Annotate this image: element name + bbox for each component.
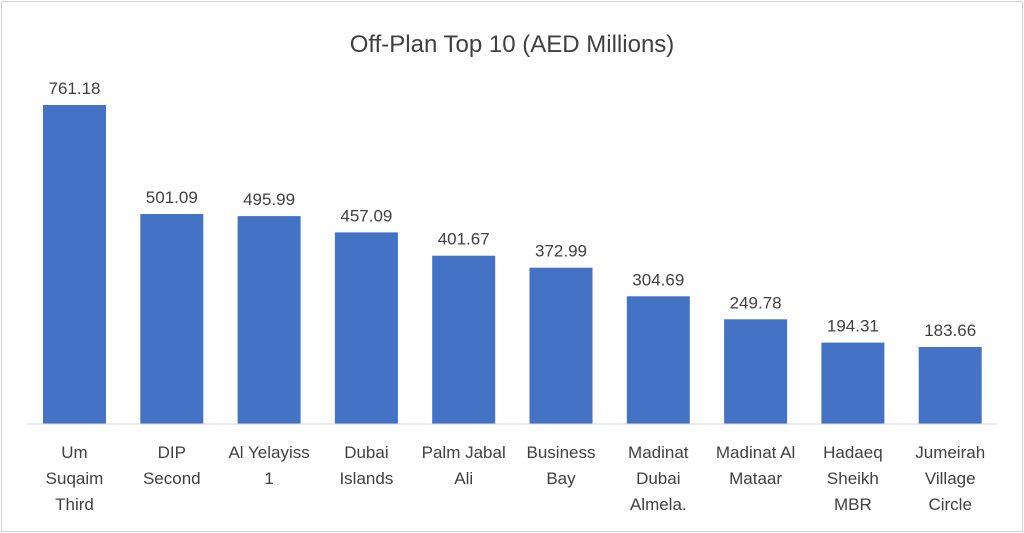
bars-group — [43, 105, 982, 424]
bar-2 — [140, 214, 204, 424]
data-label-7: 304.69 — [632, 270, 684, 289]
bar-6 — [529, 267, 593, 424]
x-tick-label-6: Business Bay — [527, 443, 596, 488]
data-label-6: 372.99 — [535, 242, 587, 261]
bar-5 — [432, 255, 496, 424]
data-label-8: 249.78 — [730, 293, 782, 312]
x-tick-label-7: Madinat Dubai Almela. — [628, 443, 689, 514]
x-tick-label-3: Al Yelayiss 1 — [228, 443, 309, 488]
x-tick-label-4: Dubai Islands — [339, 443, 393, 488]
data-label-9: 194.31 — [827, 317, 879, 336]
x-labels-group: Um Suqaim Third DIP Second Al Yelayiss 1 Dubai I… — [46, 443, 985, 514]
x-tick-label-1: Um Suqaim Third — [46, 443, 104, 514]
data-label-10: 183.66 — [924, 321, 976, 340]
bar-9 — [821, 342, 885, 424]
x-tick-label-10: Jumeirah Village Circle — [915, 443, 985, 514]
bar-7 — [626, 296, 690, 424]
bar-8 — [724, 319, 788, 424]
data-label-5: 401.67 — [438, 230, 490, 249]
data-label-4: 457.09 — [340, 206, 392, 225]
x-tick-label-9: Hadaeq Sheikh MBR — [823, 443, 883, 514]
bar-1 — [43, 105, 106, 424]
x-tick-label-2: DIP Second — [143, 443, 201, 488]
data-label-1: 761.18 — [49, 79, 101, 98]
chart-title: Off-Plan Top 10 (AED Millions) — [350, 31, 675, 58]
x-tick-label-5: Palm Jabal Ali — [422, 443, 506, 488]
data-label-3: 495.99 — [243, 190, 295, 209]
bar-3 — [237, 216, 301, 424]
bar-10 — [918, 347, 982, 424]
data-label-2: 501.09 — [146, 188, 198, 207]
x-tick-label-8: Madinat Al Mataar — [716, 443, 795, 488]
data-labels-group: 761.18 501.09 495.99 457.09 401.67 372.99 304.… — [49, 79, 977, 340]
bar-4 — [334, 232, 398, 424]
